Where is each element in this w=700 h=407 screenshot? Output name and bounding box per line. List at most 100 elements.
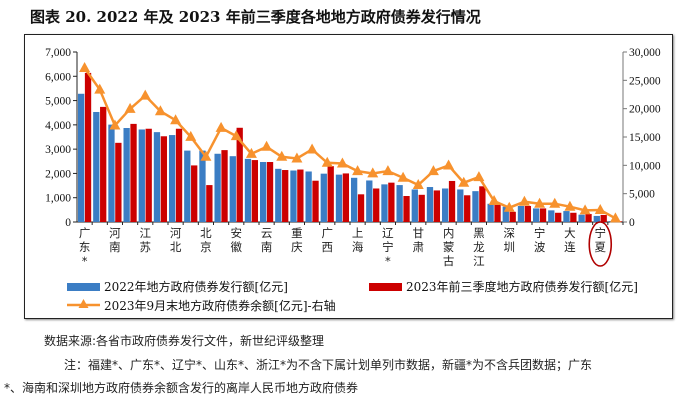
bar-2022 [441, 188, 449, 222]
legend-label-2023q3: 2023年前三季度地方政府债券发行额[亿元] [406, 279, 638, 294]
bar-2023q3 [130, 123, 137, 222]
balance-point [245, 147, 257, 158]
bar-2023q3 [570, 212, 577, 222]
bar-2022 [548, 210, 555, 222]
bar-2022 [305, 171, 312, 222]
bar-2023q3 [251, 160, 259, 222]
balance-point [139, 89, 151, 100]
category-label: 大连 [564, 226, 576, 254]
category-label: 上海 [352, 226, 364, 254]
left-tick-label: 5,000 [45, 96, 71, 108]
category-label: 安徽 [231, 226, 243, 254]
bar-2023q3 [388, 182, 395, 222]
bar-2023q3 [464, 195, 471, 222]
left-tick-label: 2,000 [45, 168, 71, 180]
right-tick-label: 5,000 [629, 189, 655, 201]
bar-2023q3 [84, 72, 92, 222]
legend-label-2022: 2022年地方政府债券发行额[亿元] [104, 279, 288, 294]
bar-2023q3 [600, 214, 607, 222]
left-tick-label: 4,000 [45, 120, 71, 132]
category-label: 内蒙古 [443, 226, 455, 268]
bar-2022 [153, 132, 161, 222]
bar-2023q3 [403, 196, 410, 222]
bar-2023q3 [357, 194, 365, 222]
bar-2023q3 [206, 185, 213, 222]
balance-point [79, 61, 91, 72]
legend-label-balance: 2023年9月末地方政府债券余额[亿元]-右轴 [104, 298, 336, 313]
bar-2023q3 [191, 165, 198, 222]
category-label: 河南 [109, 226, 121, 254]
balance-point [518, 195, 530, 206]
category-label: 黑龙江 [473, 226, 485, 268]
bar-2023q3 [418, 194, 425, 222]
balance-point [412, 179, 424, 190]
bar-2022 [138, 129, 145, 222]
left-tick-label: 6,000 [45, 71, 71, 83]
right-tick-label: 25,000 [629, 75, 661, 87]
balance-point [336, 157, 348, 168]
right-tick-label: 30,000 [629, 47, 661, 59]
balance-point [200, 150, 212, 161]
balance-point [609, 212, 621, 223]
balance-point [534, 197, 546, 208]
bar-2022 [244, 158, 252, 222]
bar-2022 [381, 184, 388, 222]
category-label: 宁波 [534, 226, 546, 254]
bar-2022 [532, 208, 540, 222]
bar-2023q3 [555, 212, 562, 222]
bar-2023q3 [494, 203, 501, 222]
bar-2023q3 [327, 166, 334, 222]
bar-2022 [275, 168, 282, 222]
bar-2022 [350, 177, 358, 222]
legend-swatch-2022 [67, 283, 100, 291]
balance-point [109, 119, 121, 130]
balance-point [564, 200, 576, 211]
category-label: 重庆 [291, 226, 303, 254]
bar-2022 [77, 93, 85, 223]
bar-2022 [290, 170, 297, 222]
bar-2022 [593, 215, 600, 222]
category-label: 河北 [170, 226, 182, 254]
balance-point [367, 167, 379, 178]
bar-2023q3 [145, 128, 152, 222]
category-label: 宁夏 [595, 226, 607, 254]
bar-2023q3 [175, 128, 183, 222]
bar-2022 [335, 174, 343, 222]
bar-2023q3 [266, 162, 274, 222]
bar-2022 [487, 203, 494, 222]
bar-2023q3 [282, 170, 289, 222]
bar-2023q3 [312, 180, 319, 222]
balance-point [94, 83, 106, 94]
bar-2023q3 [539, 208, 547, 222]
category-label: 甘肃 [413, 226, 425, 254]
balance-point [458, 176, 470, 187]
bar-2022 [259, 162, 267, 222]
balance-point [321, 156, 333, 167]
bar-2023q3 [448, 180, 456, 222]
balance-point [579, 204, 591, 215]
right-tick-label: 0 [629, 217, 635, 229]
left-tick-label: 7,000 [45, 47, 71, 59]
bar-2023q3 [236, 127, 243, 222]
category-label: 江苏 [140, 226, 152, 254]
left-tick-label: 3,000 [45, 144, 71, 156]
balance-point [291, 152, 303, 163]
left-tick-label: 0 [65, 217, 71, 229]
category-label: 广东* [79, 226, 91, 268]
bar-2022 [320, 173, 327, 222]
balance-point [261, 140, 273, 151]
category-label: 云南 [261, 226, 273, 254]
bar-2023q3 [100, 106, 107, 222]
bar-2023q3 [524, 205, 532, 222]
bar-2023q3 [221, 150, 228, 222]
bar-2022 [472, 191, 479, 222]
bar-2022 [168, 135, 176, 222]
category-label: 深圳 [504, 226, 516, 254]
balance-point [306, 143, 318, 154]
chart-frame [24, 34, 673, 319]
bar-2023q3 [585, 213, 592, 222]
right-tick-label: 10,000 [629, 160, 661, 172]
bar-2022 [214, 153, 221, 222]
bar-2022 [411, 189, 418, 222]
balance-point [503, 201, 515, 212]
